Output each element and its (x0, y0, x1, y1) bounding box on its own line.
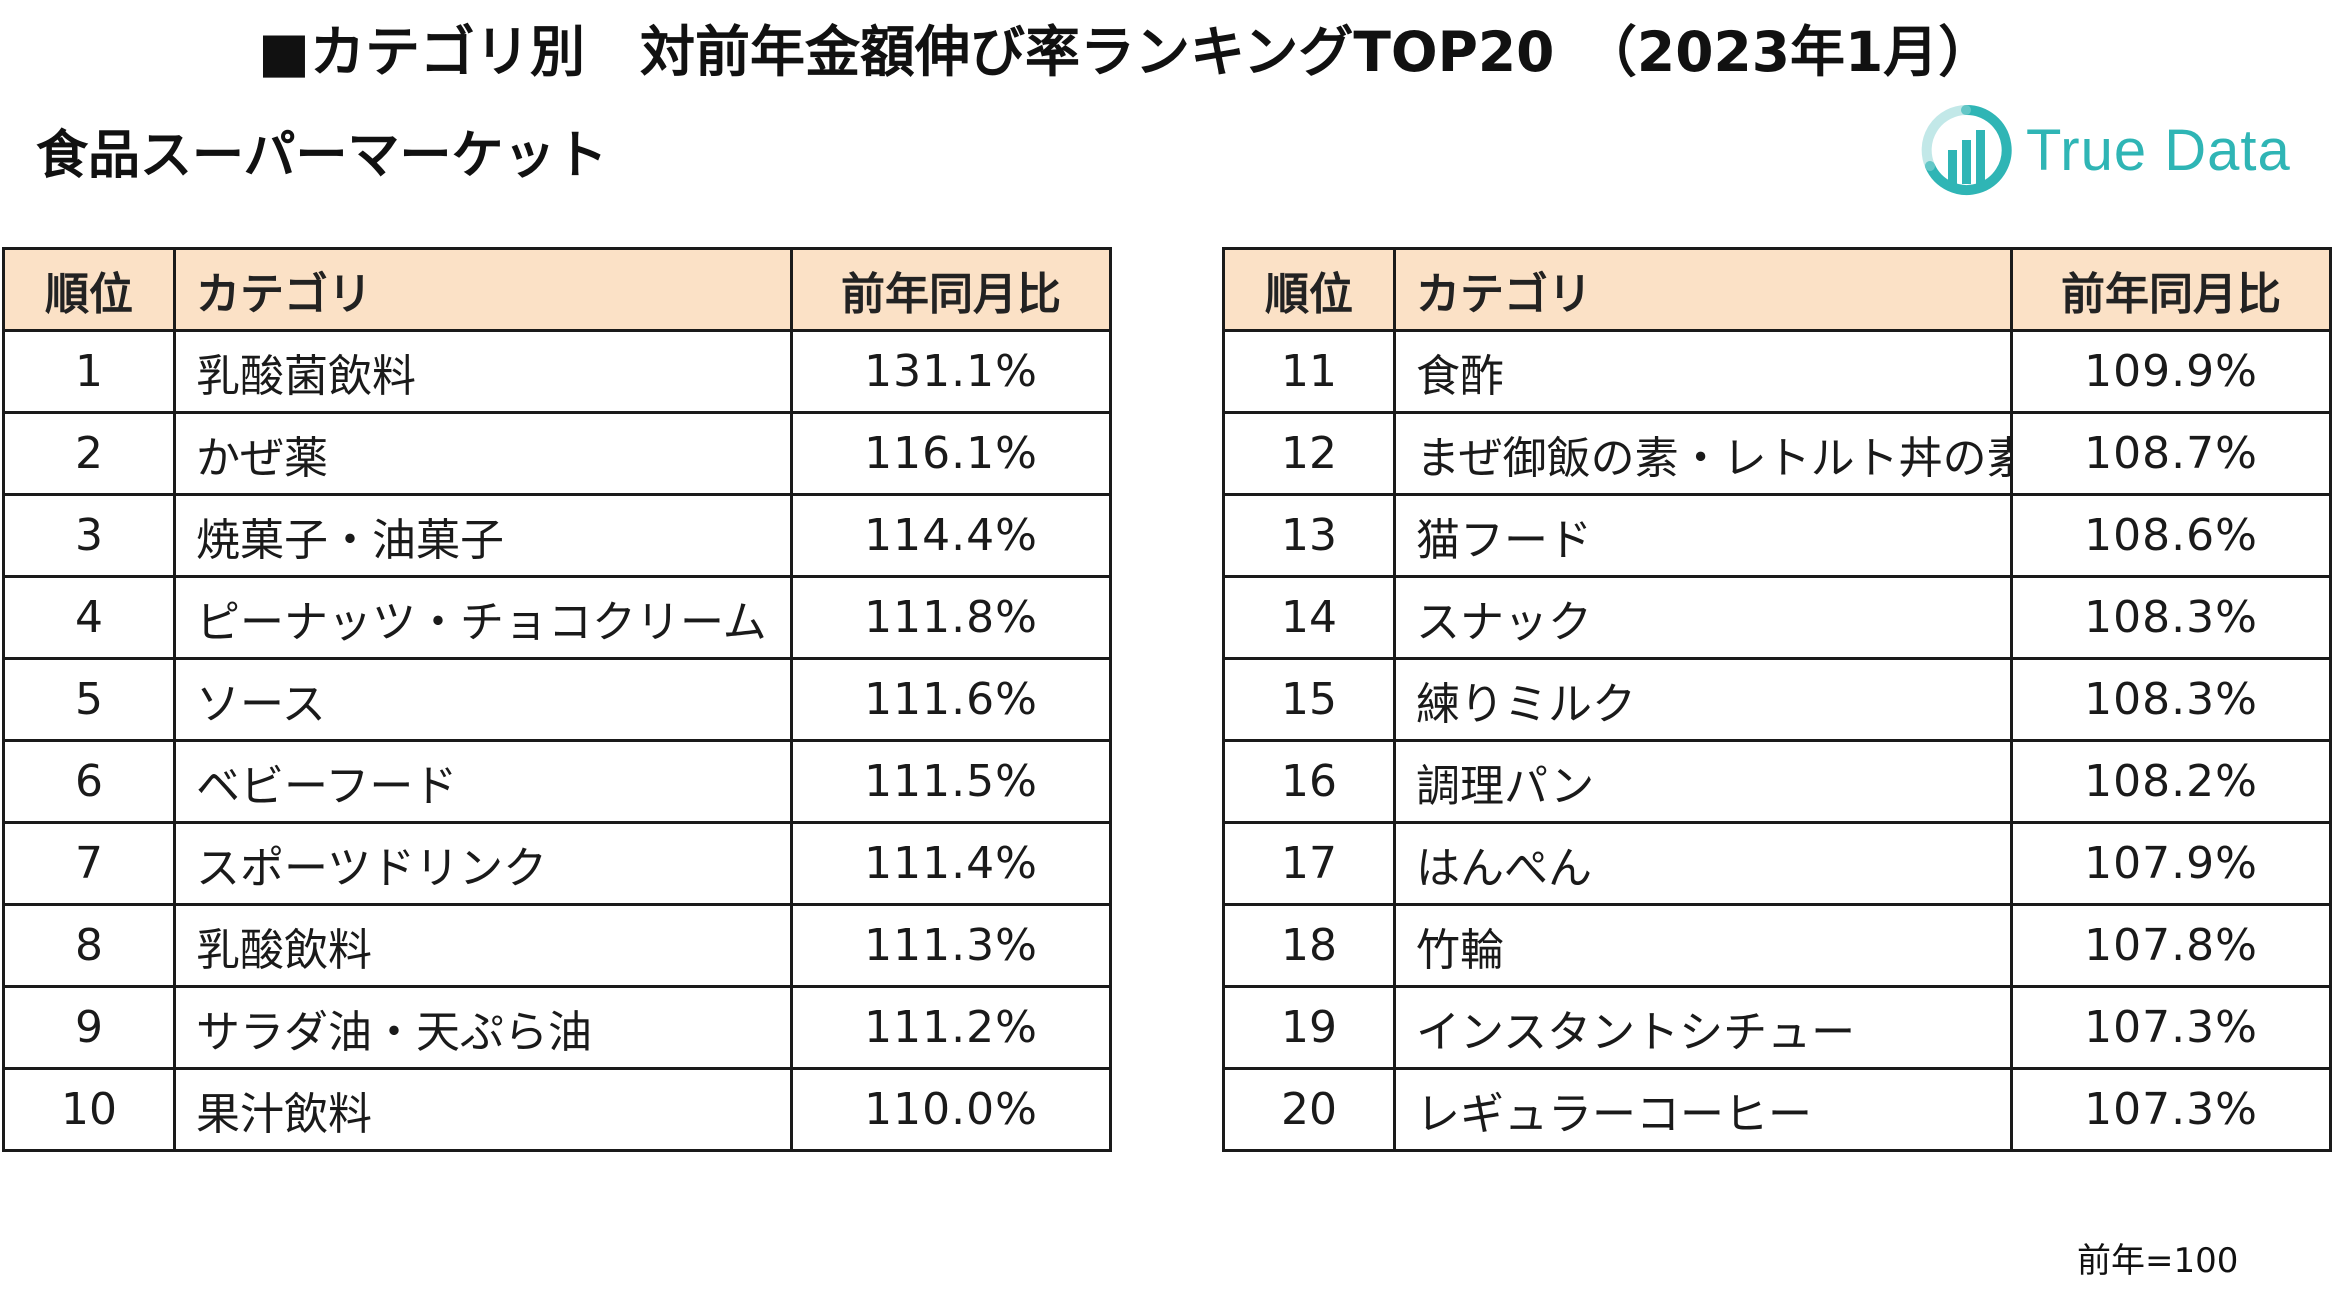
ratio-column-header: 前年同月比 (2010, 247, 2332, 332)
table-row: 6 ベビーフード 111.5% (2, 739, 1112, 824)
ratio-cell: 109.9% (2010, 329, 2332, 414)
table-row: 8 乳酸飲料 111.3% (2, 903, 1112, 988)
ratio-cell: 107.9% (2010, 821, 2332, 906)
category-cell: 焼菓子・油菓子 (173, 493, 793, 578)
table-row: 5 ソース 111.6% (2, 657, 1112, 742)
category-cell: 乳酸飲料 (173, 903, 793, 988)
rank-cell: 6 (2, 739, 176, 824)
category-cell: 竹輪 (1393, 903, 2013, 988)
category-cell: スポーツドリンク (173, 821, 793, 906)
category-column-header: カテゴリ (1393, 247, 2013, 332)
category-cell: まぜ御飯の素・レトルト丼の素 (1393, 411, 2013, 496)
category-cell: 乳酸菌飲料 (173, 329, 793, 414)
ratio-cell: 111.4% (790, 821, 1112, 906)
ratio-cell: 108.2% (2010, 739, 2332, 824)
ratio-column-header: 前年同月比 (790, 247, 1112, 332)
table-row: 18 竹輪 107.8% (1222, 903, 2332, 988)
rank-cell: 13 (1222, 493, 1396, 578)
table-header-row: 順位 カテゴリ 前年同月比 (2, 247, 1112, 332)
rank-column-header: 順位 (1222, 247, 1396, 332)
ratio-cell: 108.7% (2010, 411, 2332, 496)
ratio-cell: 111.2% (790, 985, 1112, 1070)
rank-cell: 20 (1222, 1067, 1396, 1152)
true-data-logo: True Data (1920, 100, 2291, 200)
rank-cell: 4 (2, 575, 176, 660)
rank-cell: 2 (2, 411, 176, 496)
table-row: 10 果汁飲料 110.0% (2, 1067, 1112, 1152)
table-row: 16 調理パン 108.2% (1222, 739, 2332, 824)
ratio-cell: 111.6% (790, 657, 1112, 742)
rank-cell: 10 (2, 1067, 176, 1152)
ratio-cell: 107.3% (2010, 985, 2332, 1070)
category-cell: かぜ薬 (173, 411, 793, 496)
table-header-row: 順位 カテゴリ 前年同月比 (1222, 247, 2332, 332)
category-cell: 猫フード (1393, 493, 2013, 578)
ratio-cell: 131.1% (790, 329, 1112, 414)
rank-cell: 5 (2, 657, 176, 742)
ratio-cell: 107.3% (2010, 1067, 2332, 1152)
ratio-cell: 116.1% (790, 411, 1112, 496)
logo-chart-icon (1921, 104, 2012, 195)
table-row: 4 ピーナッツ・チョコクリーム 111.8% (2, 575, 1112, 660)
category-cell: サラダ油・天ぷら油 (173, 985, 793, 1070)
ratio-cell: 111.3% (790, 903, 1112, 988)
table-row: 9 サラダ油・天ぷら油 111.2% (2, 985, 1112, 1070)
table-row: 12 まぜ御飯の素・レトルト丼の素 108.7% (1222, 411, 2332, 496)
footnote: 前年=100 (2077, 1241, 2239, 1281)
rank-cell: 14 (1222, 575, 1396, 660)
table-row: 17 はんぺん 107.9% (1222, 821, 2332, 906)
rank-cell: 12 (1222, 411, 1396, 496)
rank-cell: 11 (1222, 329, 1396, 414)
rank-cell: 1 (2, 329, 176, 414)
ratio-cell: 110.0% (790, 1067, 1112, 1152)
table-row: 15 練りミルク 108.3% (1222, 657, 2332, 742)
ratio-cell: 111.8% (790, 575, 1112, 660)
logo-text: True Data (2026, 117, 2291, 183)
rank-column-header: 順位 (2, 247, 176, 332)
rank-cell: 16 (1222, 739, 1396, 824)
rank-cell: 7 (2, 821, 176, 906)
table-row: 2 かぜ薬 116.1% (2, 411, 1112, 496)
table-row: 13 猫フード 108.6% (1222, 493, 2332, 578)
rank-cell: 15 (1222, 657, 1396, 742)
category-cell: スナック (1393, 575, 2013, 660)
category-cell: 練りミルク (1393, 657, 2013, 742)
category-cell: 調理パン (1393, 739, 2013, 824)
ratio-cell: 108.3% (2010, 657, 2332, 742)
table-row: 11 食酢 109.9% (1222, 329, 2332, 414)
ratio-cell: 108.3% (2010, 575, 2332, 660)
page-subtitle: 食品スーパーマーケット (36, 126, 608, 186)
category-cell: ベビーフード (173, 739, 793, 824)
rank-cell: 3 (2, 493, 176, 578)
table-row: 1 乳酸菌飲料 131.1% (2, 329, 1112, 414)
rank-cell: 19 (1222, 985, 1396, 1070)
table-row: 19 インスタントシチュー 107.3% (1222, 985, 2332, 1070)
rank-cell: 18 (1222, 903, 1396, 988)
category-cell: ソース (173, 657, 793, 742)
ratio-cell: 107.8% (2010, 903, 2332, 988)
category-column-header: カテゴリ (173, 247, 793, 332)
category-cell: レギュラーコーヒー (1393, 1067, 2013, 1152)
page-title: ■カテゴリ別 対前年金額伸び率ランキングTOP20 （2023年1月） (258, 20, 1994, 84)
rank-cell: 9 (2, 985, 176, 1070)
table-row: 14 スナック 108.3% (1222, 575, 2332, 660)
rank-cell: 8 (2, 903, 176, 988)
ratio-cell: 108.6% (2010, 493, 2332, 578)
category-cell: ピーナッツ・チョコクリーム (173, 575, 793, 660)
category-cell: 果汁飲料 (173, 1067, 793, 1152)
category-cell: はんぺん (1393, 821, 2013, 906)
table-row: 20 レギュラーコーヒー 107.3% (1222, 1067, 2332, 1152)
ratio-cell: 111.5% (790, 739, 1112, 824)
ratio-cell: 114.4% (790, 493, 1112, 578)
table-row: 3 焼菓子・油菓子 114.4% (2, 493, 1112, 578)
table-row: 7 スポーツドリンク 111.4% (2, 821, 1112, 906)
category-cell: インスタントシチュー (1393, 985, 2013, 1070)
ranking-table-right: 順位 カテゴリ 前年同月比 11 食酢 109.9% 12 まぜ御飯の素・レトルト丼の… (1222, 247, 2332, 1152)
rank-cell: 17 (1222, 821, 1396, 906)
category-cell: 食酢 (1393, 329, 2013, 414)
